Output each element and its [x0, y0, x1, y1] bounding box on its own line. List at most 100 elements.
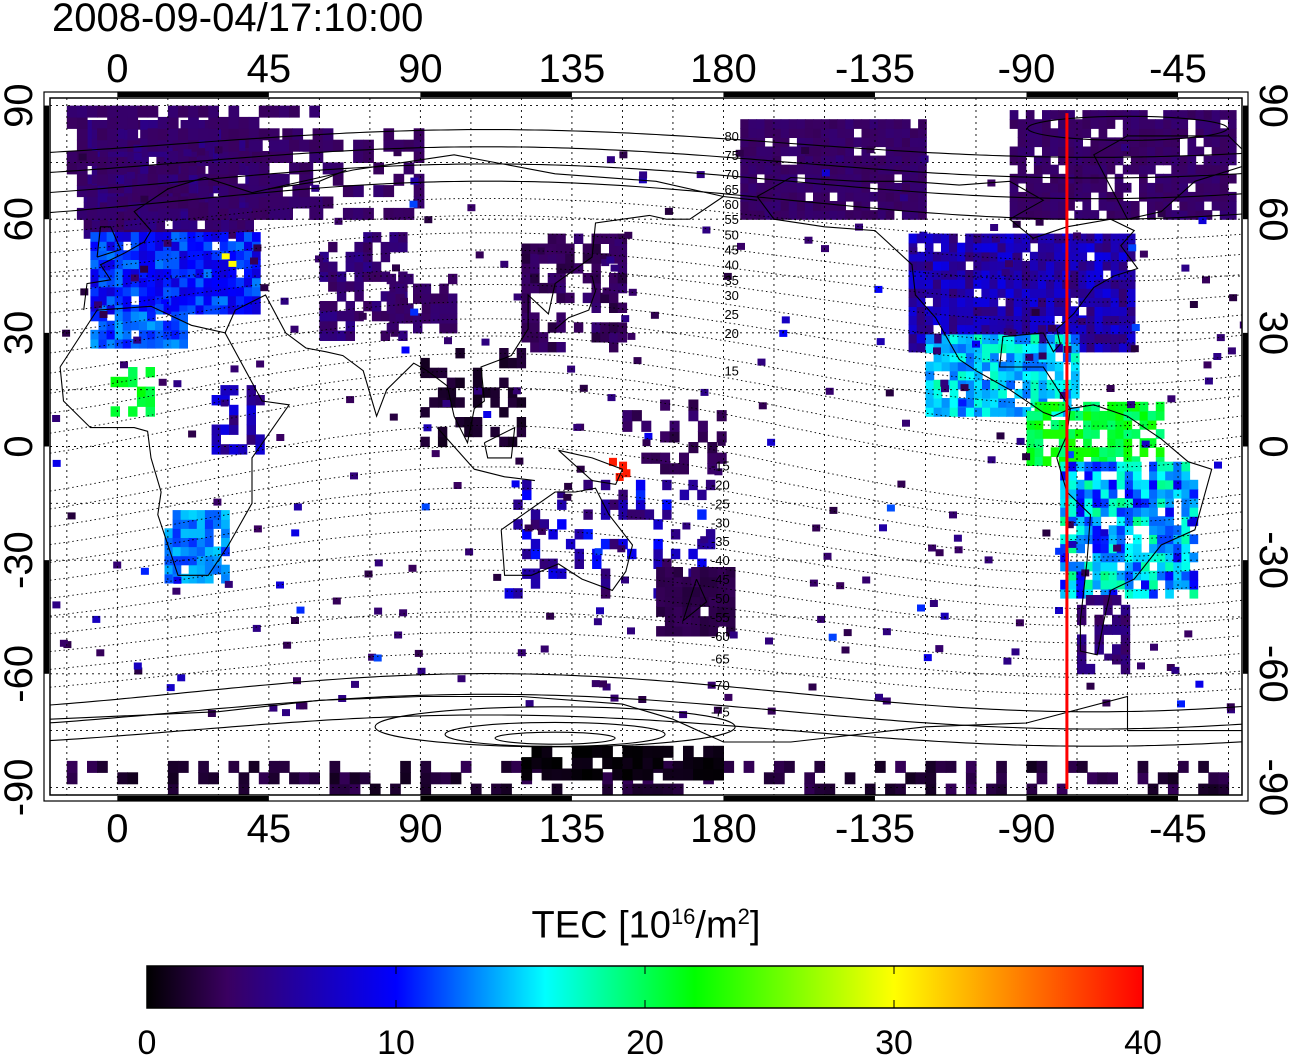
tec-cell — [1100, 534, 1110, 545]
tec-cell — [329, 760, 341, 773]
tec-cell — [196, 528, 206, 538]
tec-cell — [594, 548, 603, 556]
tec-cell — [157, 173, 169, 186]
tec-cell — [1102, 288, 1112, 298]
tec-cell — [1110, 306, 1120, 316]
tec-cell — [124, 201, 133, 212]
tec-cell — [116, 183, 125, 194]
tec-cell — [1076, 507, 1085, 517]
tec-cell — [188, 220, 198, 230]
tec-cell — [617, 545, 626, 553]
tec-cell — [1066, 182, 1075, 193]
tec-cell — [1208, 783, 1219, 795]
tec-cell — [368, 653, 377, 661]
tec-cell — [941, 233, 950, 244]
tec-cell — [941, 242, 950, 253]
tec-cell — [1131, 429, 1141, 439]
tec-cell — [1106, 164, 1116, 175]
tec-cell — [420, 367, 430, 379]
tec-cell — [1147, 210, 1156, 220]
tec-cell — [493, 573, 502, 581]
tec-cell — [740, 210, 749, 220]
tec-cell — [1110, 315, 1120, 326]
tec-cell — [1005, 279, 1015, 289]
tec-cell — [455, 377, 465, 388]
tec-cell — [1042, 429, 1052, 439]
tec-cell — [756, 128, 766, 138]
tec-cell — [122, 295, 132, 306]
contour-label: -45 — [711, 572, 730, 587]
tec-cell — [788, 182, 798, 193]
tec-cell — [177, 674, 186, 682]
tec-cell — [187, 232, 197, 242]
tec-cell — [1203, 128, 1213, 138]
tec-cell — [1022, 453, 1031, 461]
tec-cell — [1216, 334, 1225, 342]
tec-cell — [208, 772, 219, 785]
tec-cell — [67, 512, 76, 520]
tec-cell — [99, 192, 109, 203]
tec-cell — [1098, 164, 1108, 175]
tec-cell — [208, 207, 219, 220]
tec-cell — [981, 279, 991, 289]
tec-cell — [1013, 242, 1023, 253]
tec-cell — [899, 194, 908, 202]
lon-tick-top: 90 — [398, 47, 443, 91]
tec-cell — [138, 338, 148, 349]
tec-cell — [804, 210, 814, 220]
tec-cell — [981, 260, 991, 271]
tec-cell — [521, 757, 533, 770]
tec-cell — [1157, 525, 1166, 535]
tec-cell — [1086, 324, 1096, 335]
tec-cell — [218, 207, 230, 220]
tec-cell — [538, 342, 549, 353]
tec-cell — [1082, 110, 1092, 120]
tec-cell — [582, 292, 593, 304]
tec-cell — [1033, 119, 1043, 129]
tec-cell — [1165, 461, 1174, 472]
tec-cell — [908, 306, 918, 316]
tec-cell — [1050, 201, 1059, 211]
tec-cell — [748, 137, 758, 148]
tec-cell — [935, 549, 944, 557]
tec-cell — [155, 250, 164, 260]
tec-cell — [178, 173, 189, 186]
tec-cell — [1107, 772, 1118, 785]
tec-cell — [910, 173, 919, 184]
tec-cell — [188, 105, 199, 118]
tec-cell — [516, 426, 527, 438]
tec-cell — [132, 174, 141, 185]
tec-cell — [1013, 279, 1023, 289]
tec-cell — [374, 607, 383, 615]
tec-cell — [157, 128, 169, 141]
tec-cell — [1147, 410, 1157, 421]
tec-cell — [203, 277, 213, 288]
tec-cell — [1029, 279, 1039, 289]
tec-cell — [203, 259, 213, 270]
tec-cell — [1074, 137, 1083, 148]
contour-label: -40 — [711, 553, 730, 568]
tec-cell — [1077, 654, 1087, 665]
tec-cell — [1046, 279, 1055, 289]
tec-cell — [1120, 604, 1131, 616]
tec-cell — [1082, 201, 1092, 211]
tec-cell — [83, 129, 93, 139]
tec-cell — [211, 277, 221, 288]
tec-cell — [1107, 420, 1116, 430]
tec-cell — [179, 304, 188, 315]
tec-cell — [788, 173, 798, 184]
tec-cell — [1022, 379, 1032, 390]
tec-cell — [167, 207, 179, 220]
tec-cell — [717, 438, 726, 446]
tec-cell — [383, 185, 395, 198]
tec-cell — [133, 144, 142, 152]
tec-cell — [521, 273, 531, 284]
tec-cell — [252, 295, 261, 306]
tec-cell — [548, 558, 558, 569]
contour-line — [50, 445, 1242, 524]
tec-cell — [132, 192, 141, 203]
tec-cell — [974, 370, 983, 381]
tec-cell — [893, 146, 903, 157]
tec-cell — [530, 509, 541, 520]
tec-cell — [933, 379, 943, 390]
